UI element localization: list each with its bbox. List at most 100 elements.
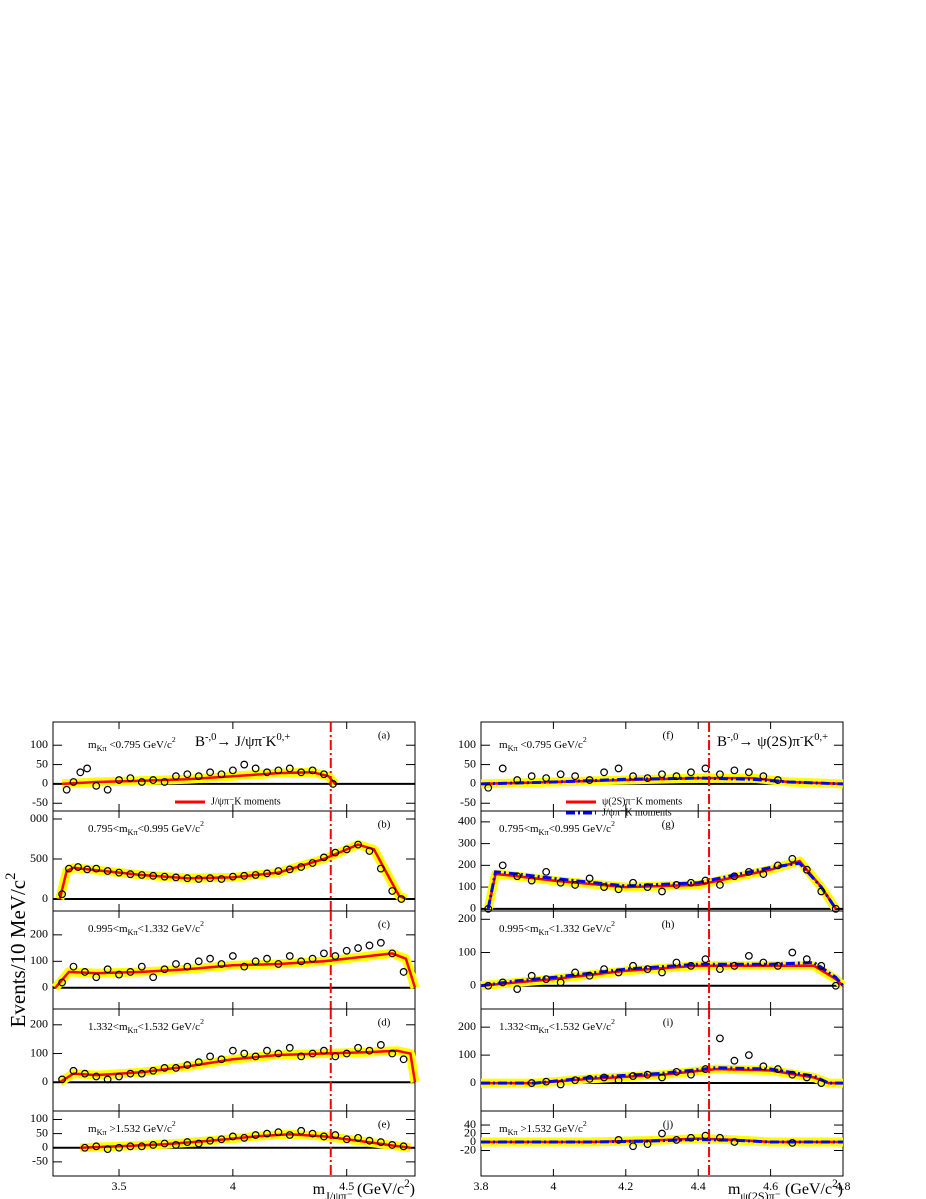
cut-label-part: 2 bbox=[172, 735, 176, 744]
data-point bbox=[716, 881, 724, 889]
data-point bbox=[585, 874, 594, 883]
data-point bbox=[730, 961, 739, 970]
data-point bbox=[365, 941, 374, 950]
data-point bbox=[115, 868, 123, 877]
data-point bbox=[759, 1062, 768, 1071]
y-tick-label: 100 bbox=[458, 879, 476, 893]
data-point bbox=[58, 1075, 67, 1084]
data-point bbox=[74, 863, 82, 871]
data-point bbox=[759, 958, 768, 967]
data-point bbox=[744, 867, 753, 876]
model-curve bbox=[59, 1049, 417, 1084]
data-point bbox=[331, 1131, 340, 1139]
data-point bbox=[329, 780, 337, 788]
data-point bbox=[172, 960, 180, 968]
data-point bbox=[172, 873, 180, 882]
data-point bbox=[69, 1066, 78, 1075]
data-point bbox=[585, 1074, 594, 1083]
model-curve bbox=[486, 861, 838, 910]
y-tick-label: 50 bbox=[36, 756, 48, 770]
y-tick-label: 0 bbox=[470, 1134, 476, 1148]
data-point bbox=[498, 978, 507, 987]
data-point bbox=[217, 1135, 226, 1144]
data-point bbox=[817, 1079, 826, 1087]
data-point bbox=[730, 1138, 739, 1146]
cut-label-part: <0.795 GeV/c bbox=[518, 739, 583, 751]
data-point bbox=[773, 1065, 782, 1073]
data-point bbox=[206, 954, 214, 963]
data-point bbox=[160, 1064, 169, 1072]
data-point bbox=[773, 776, 782, 784]
panel-letter: (b) bbox=[378, 819, 391, 831]
model-curve bbox=[80, 1132, 411, 1149]
cut-label-part: m bbox=[88, 1123, 97, 1135]
data-point bbox=[687, 768, 695, 777]
cut-label-part: 2 bbox=[200, 1017, 204, 1026]
data-point bbox=[773, 961, 782, 970]
cut-label-part: Kπ bbox=[128, 828, 139, 837]
data-point bbox=[687, 878, 695, 887]
panel-letter: (h) bbox=[662, 919, 675, 931]
data-point bbox=[802, 1073, 811, 1082]
panel-title-part: 0,+ bbox=[276, 732, 290, 743]
model-curve bbox=[480, 964, 844, 987]
cut-label-part: m bbox=[499, 739, 508, 751]
data-point bbox=[527, 1079, 536, 1087]
cut-label-part: 0.995<m bbox=[499, 923, 539, 935]
data-point bbox=[831, 981, 840, 990]
data-point bbox=[103, 965, 112, 974]
data-point bbox=[687, 961, 695, 970]
cut-label-part: Kπ bbox=[128, 928, 139, 937]
cut-label: mKπ <0.795 GeV/c2 bbox=[499, 735, 587, 753]
data-point bbox=[137, 1142, 146, 1151]
data-point bbox=[399, 968, 408, 976]
x-axis-label-part: m bbox=[728, 1181, 741, 1198]
panel-title-part: B bbox=[717, 734, 727, 750]
data-point bbox=[320, 1046, 328, 1055]
data-point bbox=[320, 1132, 328, 1141]
model-curve bbox=[480, 776, 844, 786]
data-point bbox=[103, 1075, 112, 1084]
data-point bbox=[716, 965, 724, 974]
data-point bbox=[194, 1139, 203, 1148]
data-point bbox=[297, 768, 306, 777]
y-tick-label: 0 bbox=[470, 977, 476, 991]
data-point bbox=[571, 772, 580, 781]
cut-label-part: m bbox=[88, 739, 97, 751]
data-point bbox=[183, 874, 192, 883]
data-point bbox=[376, 864, 385, 873]
data-point bbox=[285, 1131, 294, 1139]
data-point bbox=[354, 1043, 362, 1052]
data-point bbox=[103, 785, 112, 794]
y-tick-label: 200 bbox=[30, 927, 48, 941]
data-point bbox=[614, 885, 623, 894]
data-point bbox=[687, 1070, 695, 1079]
x-axis-label: mψ(2S)π⁻ (GeV/c2) bbox=[728, 1178, 843, 1199]
y-tick-label: 50 bbox=[464, 756, 476, 770]
cut-label-part: 2 bbox=[172, 1119, 176, 1128]
data-point bbox=[388, 887, 397, 895]
data-point bbox=[542, 975, 551, 984]
data-point bbox=[643, 1070, 652, 1079]
data-point bbox=[658, 1073, 666, 1082]
x-axis-label-part: m bbox=[313, 1181, 326, 1198]
data-point bbox=[83, 764, 92, 773]
y-tick-label: 0 bbox=[42, 980, 48, 994]
data-point bbox=[126, 870, 135, 879]
cut-label-part: <1.532 GeV/c bbox=[549, 1021, 612, 1033]
panel-title-part: → J/ψπ bbox=[216, 734, 262, 750]
panel-title: B-,0→ J/ψπ-K0,+ bbox=[195, 732, 290, 751]
data-point bbox=[643, 1140, 652, 1149]
data-point bbox=[759, 772, 768, 781]
cut-label: 0.795<mKπ<0.995 GeV/c2 bbox=[499, 819, 615, 837]
data-point bbox=[137, 871, 146, 879]
data-point bbox=[206, 874, 214, 883]
data-point bbox=[206, 1136, 214, 1145]
y-tick-label: 0 bbox=[470, 1075, 476, 1089]
data-point bbox=[285, 764, 294, 773]
data-point bbox=[600, 965, 608, 974]
data-point bbox=[228, 1046, 237, 1055]
y-tick-label: 100 bbox=[30, 953, 48, 967]
cut-label-part: Kπ bbox=[508, 744, 519, 753]
y-tick-label: 1000 bbox=[24, 811, 48, 825]
